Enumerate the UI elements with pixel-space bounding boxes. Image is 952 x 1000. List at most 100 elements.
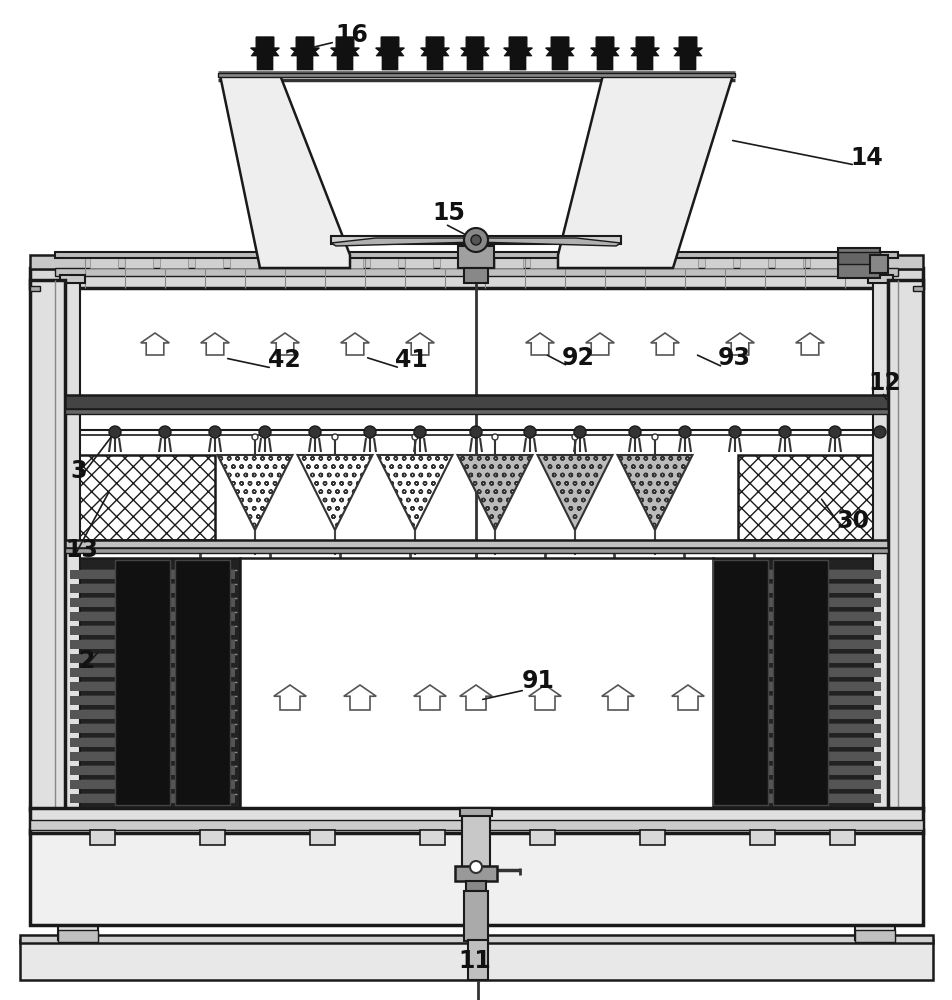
- Circle shape: [573, 426, 585, 438]
- Bar: [405, 256, 432, 268]
- Circle shape: [364, 426, 376, 438]
- Polygon shape: [650, 333, 679, 355]
- Bar: [58, 930, 98, 942]
- Polygon shape: [459, 685, 492, 710]
- Bar: [464, 268, 487, 283]
- Polygon shape: [630, 37, 659, 59]
- Bar: [715, 780, 880, 789]
- Polygon shape: [795, 333, 823, 355]
- Bar: [20, 940, 932, 980]
- Circle shape: [464, 228, 487, 252]
- Bar: [715, 710, 880, 719]
- Text: 93: 93: [717, 346, 750, 370]
- Bar: [829, 830, 854, 845]
- Bar: [420, 830, 445, 845]
- Polygon shape: [141, 333, 169, 355]
- Bar: [65, 455, 215, 540]
- Polygon shape: [460, 37, 488, 59]
- Polygon shape: [630, 38, 659, 70]
- Circle shape: [491, 434, 498, 440]
- Polygon shape: [330, 37, 359, 59]
- Text: 16: 16: [335, 23, 367, 47]
- Text: 15: 15: [431, 201, 465, 225]
- Polygon shape: [526, 333, 554, 355]
- Bar: [772, 560, 827, 805]
- Circle shape: [259, 426, 270, 438]
- Bar: [869, 255, 887, 273]
- Text: 92: 92: [562, 346, 594, 370]
- Bar: [89, 256, 118, 268]
- Bar: [867, 275, 892, 283]
- Polygon shape: [617, 455, 692, 530]
- Text: 42: 42: [268, 348, 301, 372]
- Bar: [715, 612, 880, 621]
- Polygon shape: [601, 685, 634, 710]
- Text: 3: 3: [69, 459, 87, 483]
- Bar: [440, 256, 467, 268]
- Bar: [715, 738, 880, 747]
- Circle shape: [571, 434, 578, 440]
- Polygon shape: [590, 37, 619, 59]
- Circle shape: [413, 426, 426, 438]
- Bar: [844, 256, 872, 268]
- Polygon shape: [290, 37, 319, 59]
- Text: 41: 41: [394, 348, 427, 372]
- Circle shape: [251, 434, 258, 440]
- Bar: [115, 560, 169, 805]
- Polygon shape: [673, 38, 702, 70]
- Bar: [175, 560, 229, 805]
- Bar: [529, 256, 558, 268]
- Bar: [837, 252, 879, 264]
- Bar: [65, 558, 240, 808]
- Polygon shape: [413, 685, 446, 710]
- Bar: [529, 830, 554, 845]
- Bar: [715, 626, 880, 635]
- Polygon shape: [218, 73, 734, 77]
- Bar: [69, 696, 235, 705]
- Bar: [89, 830, 115, 845]
- Bar: [715, 584, 880, 593]
- Bar: [55, 252, 897, 258]
- Bar: [907, 280, 922, 830]
- Text: 14: 14: [849, 146, 882, 170]
- Polygon shape: [545, 37, 574, 59]
- Text: 12: 12: [867, 371, 900, 395]
- Circle shape: [524, 426, 535, 438]
- Polygon shape: [420, 37, 448, 59]
- Bar: [887, 280, 922, 810]
- Text: 11: 11: [458, 949, 490, 973]
- Circle shape: [308, 426, 321, 438]
- Bar: [715, 570, 880, 579]
- Bar: [69, 780, 235, 789]
- Bar: [69, 570, 235, 579]
- Bar: [872, 280, 887, 828]
- Bar: [854, 920, 894, 940]
- Polygon shape: [504, 37, 532, 59]
- Bar: [330, 236, 621, 244]
- Bar: [30, 268, 922, 288]
- Bar: [69, 584, 235, 593]
- Bar: [69, 612, 235, 621]
- Bar: [887, 280, 922, 830]
- Polygon shape: [406, 333, 434, 355]
- Bar: [69, 710, 235, 719]
- Circle shape: [778, 426, 790, 438]
- Bar: [69, 668, 235, 677]
- Bar: [464, 891, 487, 941]
- Bar: [69, 724, 235, 733]
- Bar: [125, 256, 153, 268]
- Polygon shape: [250, 37, 279, 59]
- Polygon shape: [585, 333, 614, 355]
- Circle shape: [678, 426, 690, 438]
- Circle shape: [208, 426, 221, 438]
- Bar: [467, 940, 487, 980]
- Polygon shape: [201, 333, 229, 355]
- Polygon shape: [330, 238, 475, 246]
- Bar: [200, 830, 225, 845]
- Circle shape: [159, 426, 170, 438]
- Bar: [565, 256, 592, 268]
- Polygon shape: [421, 38, 448, 70]
- Circle shape: [109, 426, 121, 438]
- Bar: [69, 766, 235, 775]
- Bar: [300, 256, 327, 268]
